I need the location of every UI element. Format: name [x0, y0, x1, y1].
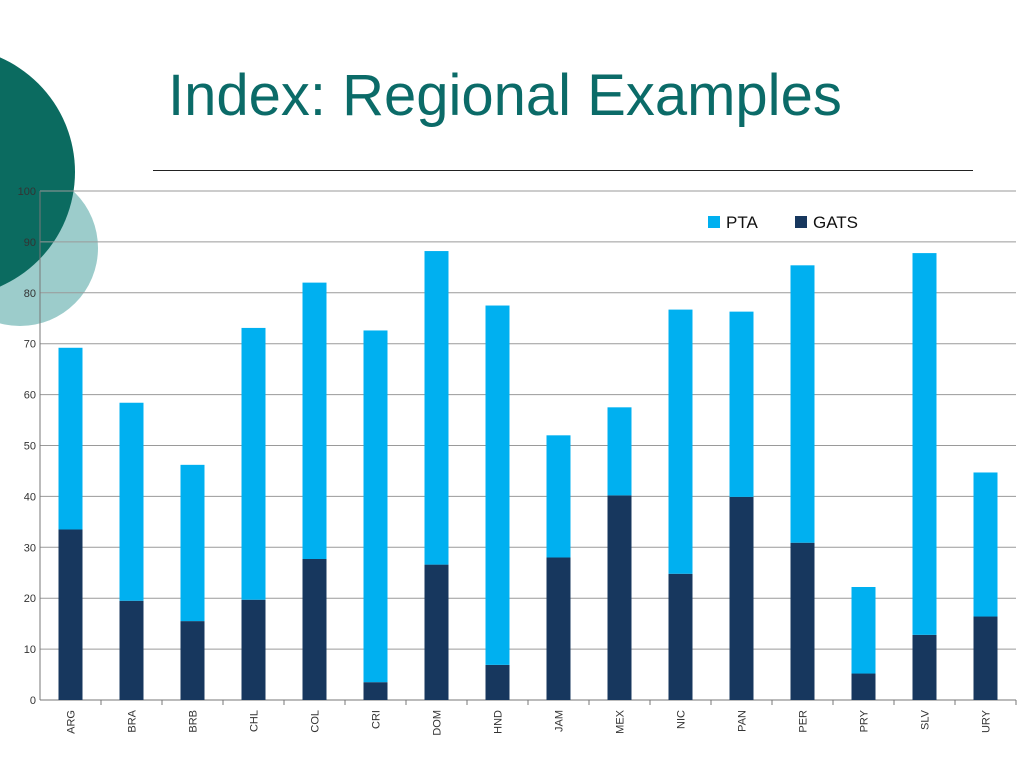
legend-swatch-gats: [795, 216, 807, 228]
bar-pta-per: [790, 265, 815, 543]
y-tick-label: 60: [24, 390, 36, 402]
bar-gats-arg: [58, 529, 83, 700]
x-tick-label: CHL: [249, 710, 261, 732]
bar-gats-pry: [851, 673, 876, 700]
x-tick-label: URY: [981, 709, 993, 733]
bar-gats-brb: [180, 621, 205, 700]
slide-title: Index: Regional Examples: [168, 63, 842, 128]
x-tick-label: MEX: [615, 709, 627, 734]
x-tick-label: SLV: [920, 709, 932, 730]
bar-gats-chl: [241, 599, 266, 700]
bar-pta-pry: [851, 587, 876, 674]
x-tick-label: COL: [310, 710, 322, 733]
y-tick-label: 100: [18, 186, 36, 198]
x-tick-label: HND: [493, 710, 505, 734]
y-tick-label: 40: [24, 491, 36, 503]
y-tick-label: 50: [24, 441, 36, 453]
bar-pta-jam: [546, 435, 571, 558]
bar-pta-mex: [607, 407, 632, 496]
bar-pta-hnd: [485, 305, 510, 665]
bar-pta-pan: [729, 311, 754, 497]
bar-pta-arg: [58, 347, 83, 530]
x-tick-label: PAN: [737, 710, 749, 732]
bar-gats-col: [302, 559, 327, 700]
bar-gats-bra: [119, 600, 144, 700]
x-tick-label: BRA: [127, 709, 139, 732]
bar-gats-pan: [729, 496, 754, 700]
x-tick-label: DOM: [432, 710, 444, 736]
y-tick-label: 90: [24, 237, 36, 249]
bar-pta-chl: [241, 327, 266, 600]
y-tick-label: 0: [30, 695, 36, 707]
bar-gats-hnd: [485, 664, 510, 700]
bar-gats-cri: [363, 682, 388, 700]
y-tick-label: 70: [24, 339, 36, 351]
bar-pta-col: [302, 282, 327, 560]
bar-gats-per: [790, 542, 815, 700]
bar-gats-slv: [912, 634, 937, 700]
bar-gats-ury: [973, 616, 998, 700]
bar-pta-cri: [363, 330, 388, 683]
bar-gats-mex: [607, 495, 632, 700]
dark-circle: [0, 57, 75, 287]
x-tick-label: ARG: [66, 710, 78, 734]
x-tick-label: BRB: [188, 710, 200, 733]
y-tick-label: 20: [24, 593, 36, 605]
x-tick-label: PER: [798, 710, 810, 733]
x-tick-label: CRI: [371, 710, 383, 729]
x-tick-label: JAM: [554, 710, 566, 732]
y-tick-label: 10: [24, 644, 36, 656]
y-tick-label: 80: [24, 288, 36, 300]
bar-gats-jam: [546, 557, 571, 700]
bar-pta-slv: [912, 253, 937, 635]
legend-label-pta: PTA: [726, 213, 758, 232]
bar-pta-brb: [180, 464, 205, 622]
legend-label-gats: GATS: [813, 213, 858, 232]
bar-pta-bra: [119, 402, 144, 601]
bar-pta-nic: [668, 309, 693, 574]
bar-gats-dom: [424, 564, 449, 700]
legend-swatch-pta: [708, 216, 720, 228]
bar-pta-ury: [973, 472, 998, 617]
x-tick-label: NIC: [676, 710, 688, 729]
bar-pta-dom: [424, 251, 449, 565]
bar-gats-nic: [668, 573, 693, 700]
x-tick-label: PRY: [859, 709, 871, 732]
y-tick-label: 30: [24, 542, 36, 554]
title-divider: [153, 170, 973, 171]
